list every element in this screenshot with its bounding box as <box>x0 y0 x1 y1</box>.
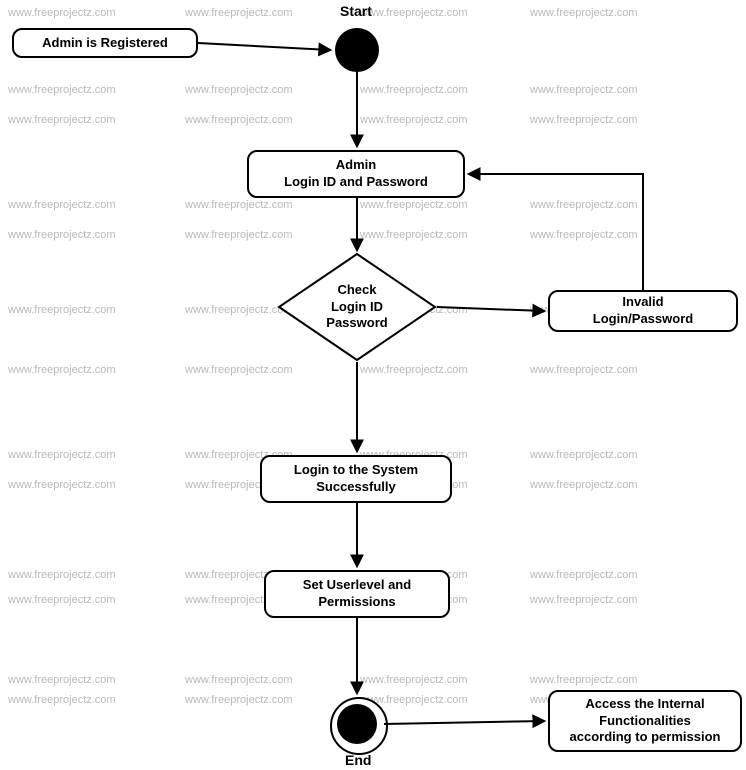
watermark-text: www.freeprojectz.com <box>360 674 468 686</box>
end-label: End <box>345 752 371 768</box>
node-login-id: AdminLogin ID and Password <box>247 150 465 198</box>
watermark-text: www.freeprojectz.com <box>185 674 293 686</box>
watermark-text: www.freeprojectz.com <box>8 7 116 19</box>
watermark-text: www.freeprojectz.com <box>530 84 638 96</box>
node-invalid-login: InvalidLogin/Password <box>548 290 738 332</box>
node-text: Access the InternalFunctionalitiesaccord… <box>570 696 721 747</box>
watermark-text: www.freeprojectz.com <box>530 569 638 581</box>
watermark-text: www.freeprojectz.com <box>8 84 116 96</box>
watermark-text: www.freeprojectz.com <box>530 364 638 376</box>
watermark-text: www.freeprojectz.com <box>530 594 638 606</box>
watermark-text: www.freeprojectz.com <box>530 674 638 686</box>
watermark-text: www.freeprojectz.com <box>360 114 468 126</box>
watermark-text: www.freeprojectz.com <box>530 7 638 19</box>
watermark-text: www.freeprojectz.com <box>8 594 116 606</box>
watermark-text: www.freeprojectz.com <box>185 84 293 96</box>
node-text: Admin is Registered <box>42 35 168 52</box>
start-label: Start <box>340 3 372 19</box>
edges-layer <box>0 0 746 770</box>
node-login-success: Login to the SystemSuccessfully <box>260 455 452 503</box>
watermark-text: www.freeprojectz.com <box>8 449 116 461</box>
watermark-text: www.freeprojectz.com <box>8 304 116 316</box>
watermark-text: www.freeprojectz.com <box>530 114 638 126</box>
watermark-text: www.freeprojectz.com <box>530 449 638 461</box>
node-text: Login to the SystemSuccessfully <box>294 462 418 496</box>
node-text: InvalidLogin/Password <box>593 294 693 328</box>
watermark-text: www.freeprojectz.com <box>8 569 116 581</box>
watermark-text: www.freeprojectz.com <box>8 479 116 491</box>
watermark-text: www.freeprojectz.com <box>185 114 293 126</box>
watermark-text: www.freeprojectz.com <box>360 7 468 19</box>
edge <box>469 174 643 290</box>
watermark-text: www.freeprojectz.com <box>360 364 468 376</box>
watermark-text: www.freeprojectz.com <box>185 229 293 241</box>
watermark-text: www.freeprojectz.com <box>530 479 638 491</box>
watermark-text: www.freeprojectz.com <box>185 199 293 211</box>
edge <box>437 307 544 311</box>
edge <box>384 721 544 724</box>
watermark-text: www.freeprojectz.com <box>360 84 468 96</box>
start-node <box>335 28 379 72</box>
watermark-text: www.freeprojectz.com <box>8 364 116 376</box>
node-text: CheckLogin IDPassword <box>326 282 387 333</box>
watermark-text: www.freeprojectz.com <box>530 229 638 241</box>
node-text: AdminLogin ID and Password <box>284 157 428 191</box>
node-set-userlevel: Set Userlevel andPermissions <box>264 570 450 618</box>
node-check-decision: CheckLogin IDPassword <box>277 252 437 362</box>
node-access-functionalities: Access the InternalFunctionalitiesaccord… <box>548 690 742 752</box>
watermark-text: www.freeprojectz.com <box>8 114 116 126</box>
node-admin-registered: Admin is Registered <box>12 28 198 58</box>
watermark-text: www.freeprojectz.com <box>360 199 468 211</box>
watermark-text: www.freeprojectz.com <box>8 674 116 686</box>
edge <box>198 43 330 50</box>
watermark-text: www.freeprojectz.com <box>360 229 468 241</box>
watermark-text: www.freeprojectz.com <box>185 694 293 706</box>
node-text: Set Userlevel andPermissions <box>303 577 411 611</box>
watermark-text: www.freeprojectz.com <box>8 229 116 241</box>
watermark-text: www.freeprojectz.com <box>8 199 116 211</box>
watermark-text: www.freeprojectz.com <box>530 199 638 211</box>
watermark-text: www.freeprojectz.com <box>185 364 293 376</box>
watermark-text: www.freeprojectz.com <box>8 694 116 706</box>
watermark-text: www.freeprojectz.com <box>185 7 293 19</box>
end-node-inner <box>337 704 377 744</box>
